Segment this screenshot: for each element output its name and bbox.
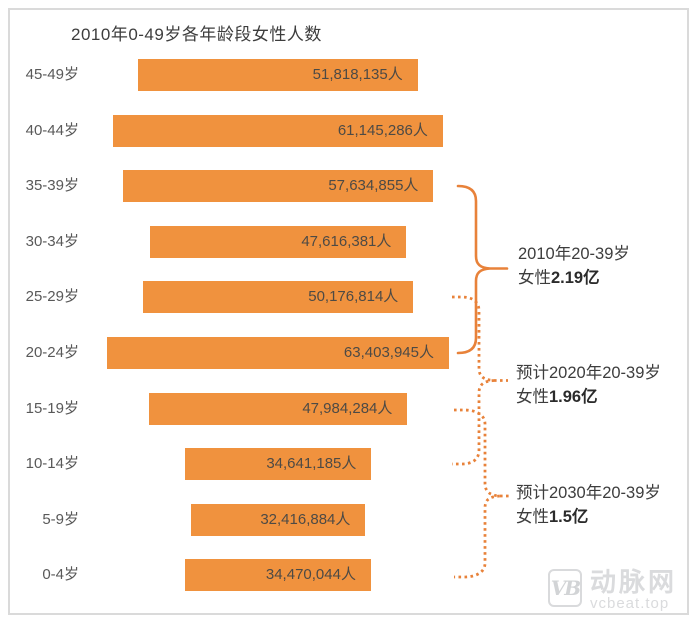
annotation-2010: 2010年20-39岁 女性2.19亿: [518, 242, 630, 290]
annotation-2010-line1: 2010年20-39岁: [518, 245, 630, 263]
population-bar: 34,470,044人: [185, 559, 371, 592]
annotation-2030-line1: 预计2030年20-39岁: [516, 484, 661, 502]
bar-value-label: 50,176,814人: [308, 288, 399, 306]
annotation-2010-line2: 女性2.19亿: [518, 269, 600, 287]
age-group-label: 15-19岁: [25, 399, 79, 417]
population-bar: 61,145,286人: [113, 114, 443, 147]
population-bar: 32,416,884人: [190, 503, 366, 536]
bar-value-label: 63,403,945人: [343, 344, 434, 361]
annotation-2020-line2: 女性1.96亿: [516, 388, 598, 406]
bar-value-label: 57,634,855人: [328, 177, 419, 195]
age-group-label: 35-39岁: [25, 177, 79, 195]
age-group-label: 30-34岁: [25, 232, 79, 250]
bar-value-label: 47,984,284人: [302, 399, 393, 417]
annotation-2020-line1: 预计2020年20-39岁: [516, 364, 661, 382]
bar-value-label: 32,416,884人: [260, 510, 351, 528]
population-bar: 50,176,814人: [142, 281, 414, 314]
bar-value-label: 34,641,185人: [266, 455, 357, 473]
bar-value-label: 51,818,135人: [312, 66, 403, 83]
watermark: VB 动脉网 vcbeat.top: [548, 569, 677, 612]
annotation-2020-value: 1.96亿: [549, 388, 598, 406]
population-bar: 51,818,135人: [138, 59, 418, 91]
annotation-2030-value: 1.5亿: [549, 508, 589, 526]
population-bar: 34,641,185人: [184, 448, 372, 481]
age-group-label: 0-4岁: [42, 566, 79, 584]
annotation-2030: 预计2030年20-39岁 女性1.5亿: [516, 481, 661, 529]
chart-title: 2010年0-49岁各年龄段女性人数: [71, 25, 322, 44]
bar-value-label: 61,145,286人: [337, 121, 428, 139]
age-group-label: 25-29岁: [25, 288, 79, 306]
age-group-label: 40-44岁: [25, 121, 79, 139]
bar-value-label: 47,616,381人: [301, 232, 392, 250]
watermark-url: vcbeat.top: [590, 595, 670, 612]
bar-value-label: 34,470,044人: [265, 566, 356, 584]
chart-border-frame: [8, 8, 689, 615]
vcbeat-logo-icon: VB: [548, 569, 582, 607]
age-group-label: 45-49岁: [25, 66, 79, 83]
age-group-label: 20-24岁: [25, 344, 79, 361]
age-group-label: 10-14岁: [25, 455, 79, 473]
annotation-2030-line2: 女性1.5亿: [516, 508, 589, 526]
population-bar: 47,984,284人: [148, 392, 408, 425]
population-bar: 47,616,381人: [149, 225, 407, 258]
annotation-2020: 预计2020年20-39岁 女性1.96亿: [516, 361, 661, 409]
age-group-label: 5-9岁: [42, 510, 79, 528]
population-bar: 57,634,855人: [122, 170, 434, 203]
annotation-2010-value: 2.19亿: [551, 269, 600, 287]
population-bar: 63,403,945人: [107, 337, 449, 369]
watermark-brand-name: 动脉网: [590, 567, 678, 597]
